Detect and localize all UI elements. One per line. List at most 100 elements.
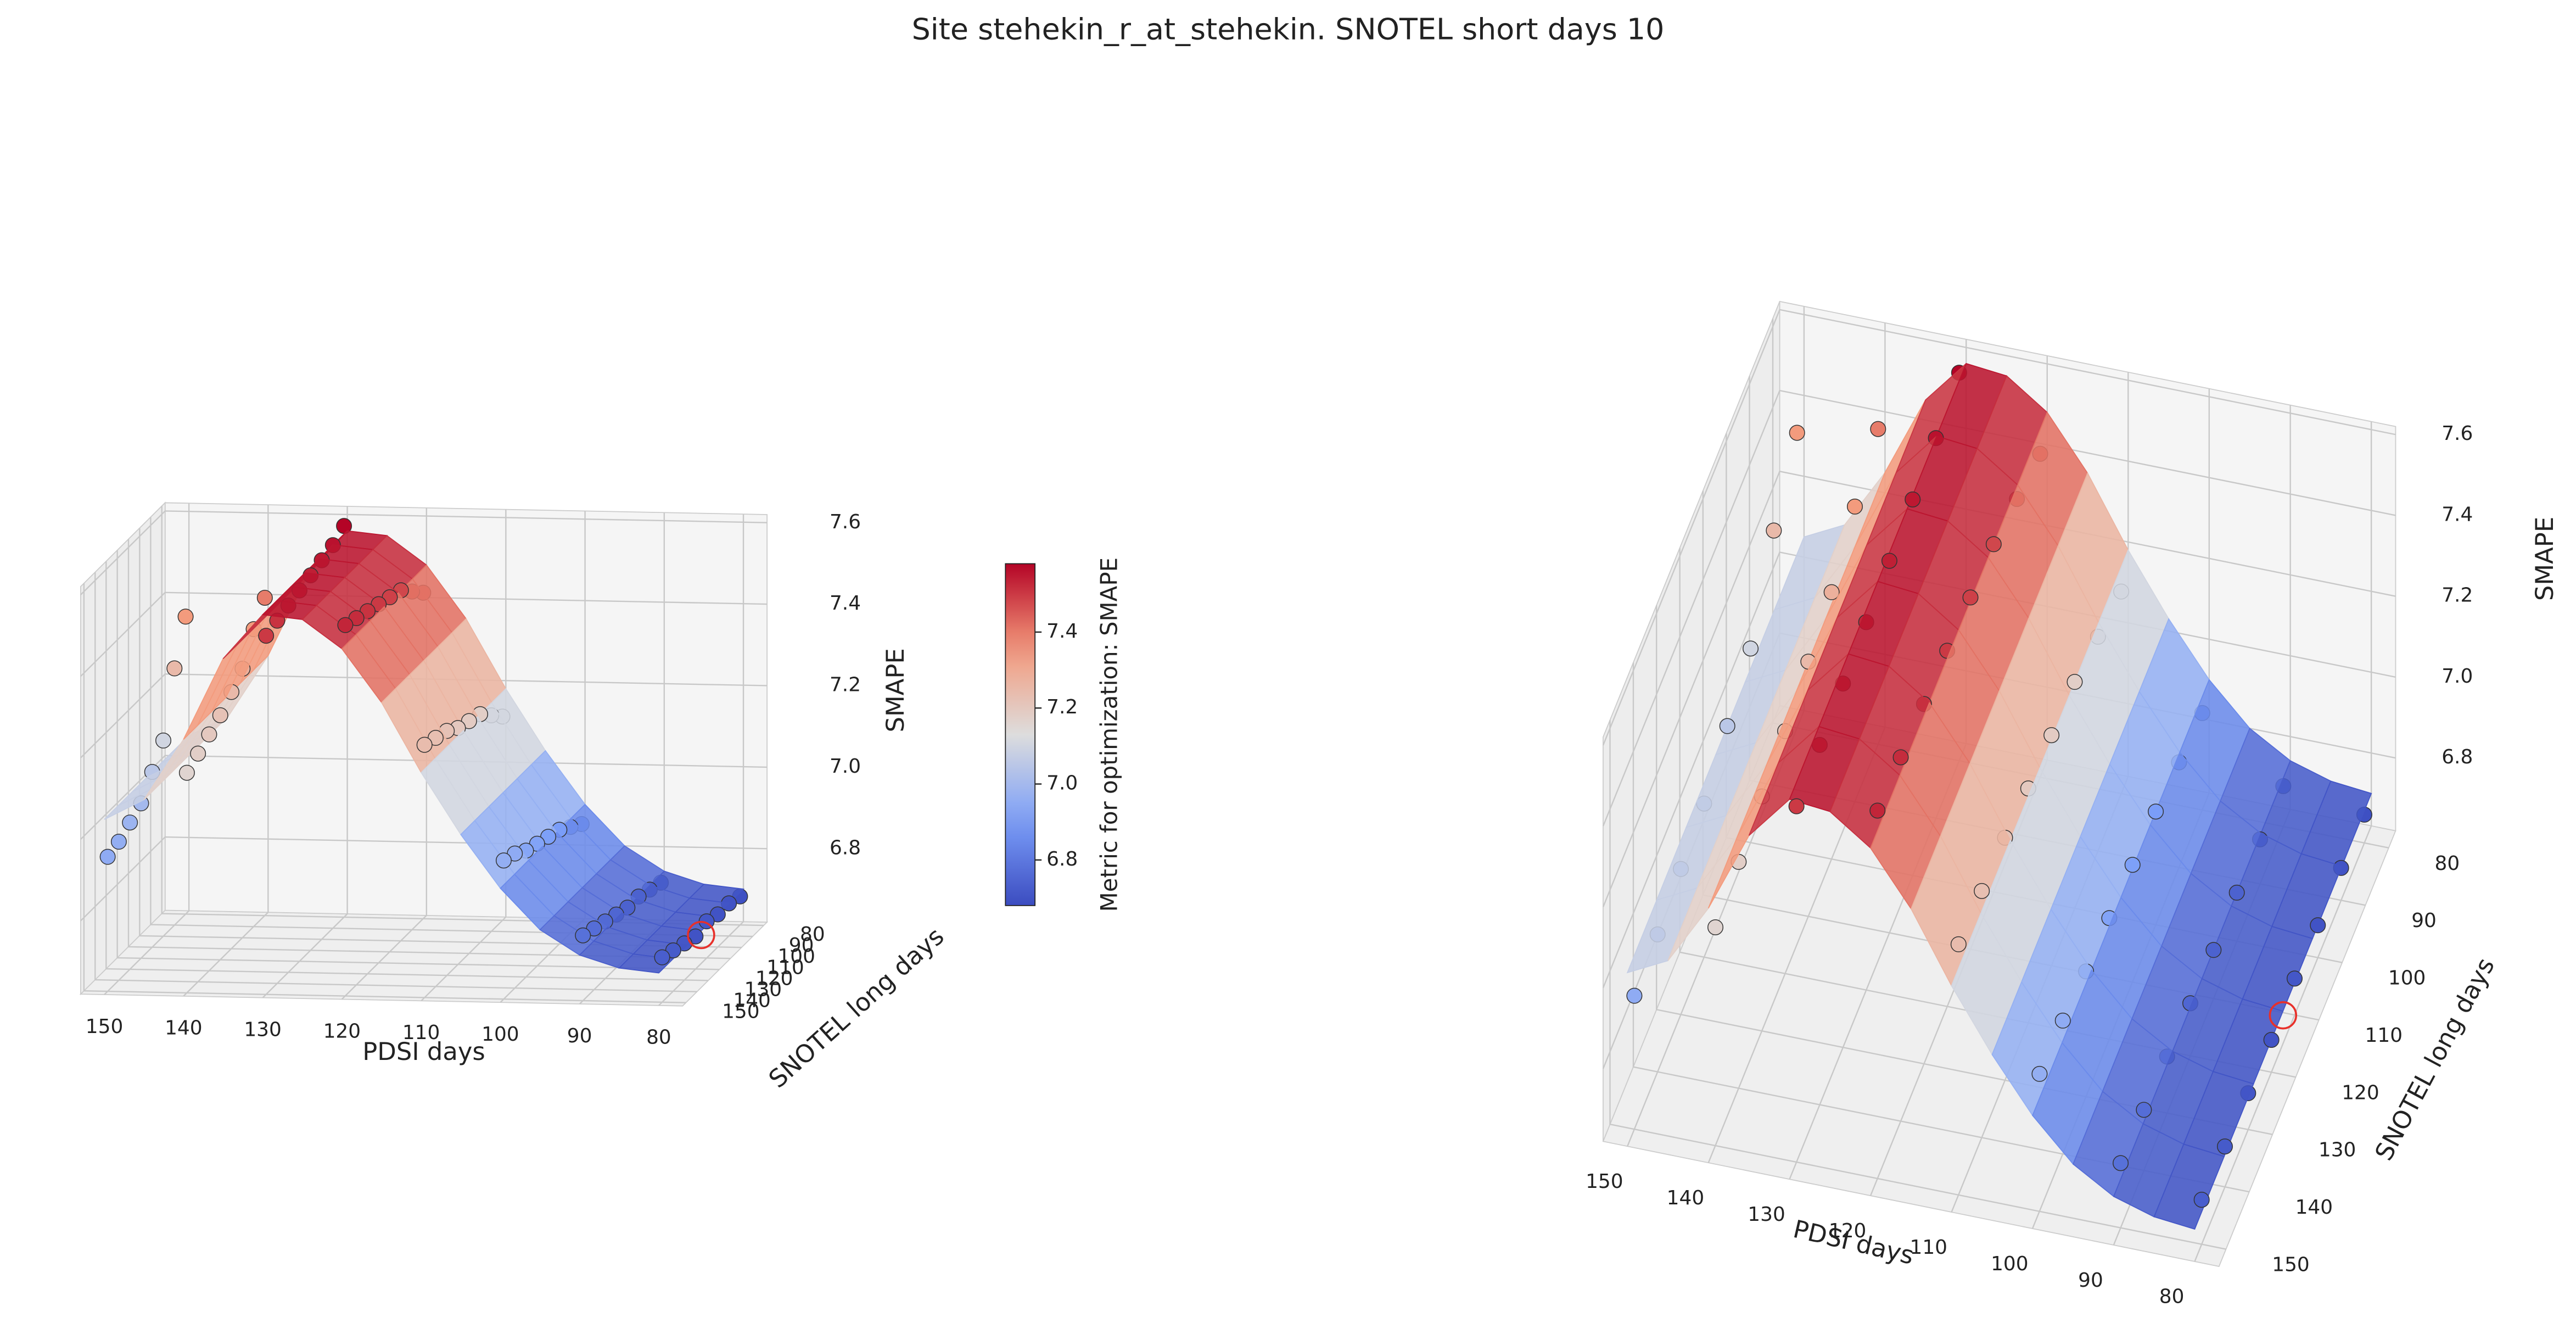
scatter-point — [166, 660, 183, 677]
z-grid-line — [1602, 551, 2396, 989]
scatter-point — [1766, 522, 1782, 539]
z-grid-line — [1602, 389, 2396, 827]
x-tick-label: 90 — [567, 1025, 592, 1047]
scatter-point — [2263, 1032, 2280, 1048]
z-tick-label: 7.0 — [830, 755, 861, 778]
y-tick-label: 80 — [2435, 852, 2460, 875]
scatter-point — [1823, 584, 1840, 600]
scatter-point — [654, 949, 670, 965]
z-tick-label: 6.8 — [830, 836, 861, 859]
z-grid-line — [1602, 309, 2396, 746]
scatter-point — [190, 745, 206, 762]
scatter-point — [1892, 749, 1909, 766]
best-marker — [2269, 1001, 2298, 1030]
y-grid-line — [127, 539, 731, 959]
scatter-point — [1743, 640, 1759, 657]
scatter-point — [1974, 883, 1990, 899]
z-grid-line — [80, 591, 768, 677]
scatter-point — [177, 609, 194, 625]
scatter-point — [337, 617, 354, 633]
scatter-point — [1905, 491, 1921, 507]
scatter-point — [2067, 674, 2083, 690]
y-grid-line — [94, 572, 697, 992]
z-tick-label: 7.2 — [2441, 584, 2473, 607]
figure-title: Site stehekin_r_at_stehekin. SNOTEL shor… — [912, 12, 1665, 47]
y-tick-label: 100 — [2388, 967, 2426, 990]
y-grid-line — [139, 528, 742, 948]
x-tick-label: 110 — [1910, 1236, 1948, 1259]
x-tick-label: 90 — [2078, 1269, 2103, 1292]
y-tick-label: 120 — [2342, 1081, 2379, 1104]
scatter-point — [2031, 1065, 2048, 1082]
x-tick-label: 80 — [646, 1026, 671, 1049]
colorbar-tick-label: 7.2 — [1046, 696, 1078, 718]
scatter-point — [2136, 1102, 2152, 1118]
chart-3d: 8090100110120130140150809010011012013014… — [1586, 300, 2559, 1308]
y-grid-line — [83, 583, 686, 1003]
y-tick-label: 150 — [722, 1001, 760, 1023]
scatter-point — [2216, 1138, 2233, 1155]
scatter-point — [1869, 802, 1886, 819]
y-tick-label: 110 — [766, 956, 804, 979]
scatter-point — [122, 814, 138, 831]
z-grid-line — [1602, 470, 2396, 908]
z-grid-line — [80, 673, 768, 758]
y-grid-line — [116, 550, 720, 970]
x-grid-line — [421, 509, 507, 1002]
scatter-point — [2124, 857, 2141, 873]
y-tick-label: 90 — [789, 934, 814, 957]
scatter-point — [256, 589, 273, 606]
scatter-point — [1950, 936, 1967, 952]
scatter-point — [2043, 727, 2060, 744]
x-tick-label: 140 — [1667, 1187, 1705, 1209]
y-tick-label: 140 — [733, 989, 771, 1012]
scatter-point — [212, 707, 228, 723]
y-tick-label: 90 — [2411, 909, 2437, 932]
x-tick-label: 150 — [86, 1015, 124, 1038]
colorbar-label: Metric for optimization: SMAPE — [1095, 557, 1122, 912]
x-grid-line — [2194, 421, 2372, 1262]
scatter-point — [2113, 1155, 2129, 1171]
scatter-point — [416, 736, 433, 753]
scatter-point — [258, 628, 275, 644]
y-tick-label: 130 — [744, 978, 782, 1001]
z-axis-label: SMAPE — [2530, 517, 2559, 601]
x-tick-label: 80 — [2159, 1286, 2185, 1308]
x-tick-label: 100 — [481, 1023, 519, 1046]
scatter-point — [1881, 552, 1897, 569]
y-grid-line — [1609, 720, 2226, 1250]
chart-3d: 8090100110120130140150809010011012013014… — [79, 501, 1122, 1093]
scatter-point — [1788, 798, 1805, 814]
scatter-point — [110, 834, 127, 850]
z-tick-label: 7.6 — [2441, 422, 2473, 445]
y-tick-label: 140 — [2295, 1196, 2333, 1219]
colorbar-tick-label: 7.0 — [1046, 772, 1078, 795]
z-grid-line — [80, 510, 768, 595]
colorbar-tick-label: 6.8 — [1046, 848, 1078, 870]
z-tick-label: 7.6 — [830, 511, 861, 533]
z-tick-label: 7.4 — [2441, 503, 2473, 526]
x-tick-label: 110 — [402, 1021, 440, 1044]
scatter-point — [1985, 536, 2002, 552]
scatter-point — [575, 927, 591, 944]
scatter-point — [2148, 803, 2164, 820]
y-tick-label: 100 — [777, 945, 815, 968]
y-tick-label: 110 — [2365, 1024, 2403, 1047]
scatter-point — [2228, 884, 2245, 901]
z-tick-label: 7.4 — [830, 592, 861, 615]
y-tick-label: 120 — [755, 967, 793, 990]
best-marker — [687, 920, 715, 950]
x-tick-label: 150 — [1586, 1170, 1623, 1193]
x-tick-label: 120 — [1829, 1220, 1867, 1242]
scatter-point — [1719, 718, 1735, 734]
z-tick-label: 7.0 — [2441, 665, 2473, 688]
x-tick-label: 100 — [1991, 1253, 2029, 1275]
x-grid-line — [658, 514, 744, 1006]
y-grid-line — [105, 561, 708, 981]
x-tick-label: 120 — [323, 1020, 361, 1042]
scatter-point — [1789, 425, 1805, 441]
x-tick-label: 140 — [165, 1017, 203, 1040]
z-tick-label: 6.8 — [2441, 746, 2473, 768]
x-axis-label: PDSI days — [362, 1037, 485, 1066]
colorbar — [1005, 563, 1036, 906]
